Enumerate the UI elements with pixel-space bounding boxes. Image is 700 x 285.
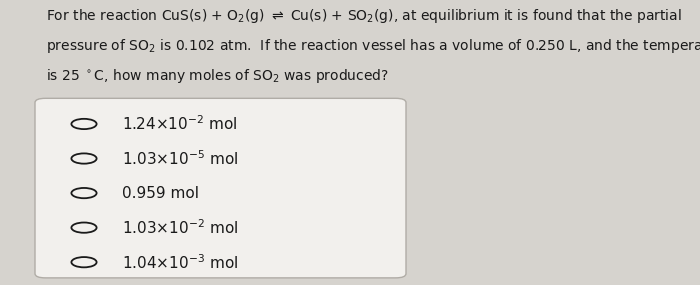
Text: 1.03×10$^{-5}$ mol: 1.03×10$^{-5}$ mol: [122, 149, 239, 168]
Text: 0.959 mol: 0.959 mol: [122, 186, 199, 201]
Text: 1.03×10$^{-2}$ mol: 1.03×10$^{-2}$ mol: [122, 218, 239, 237]
FancyBboxPatch shape: [35, 98, 406, 278]
Text: is 25 $^\circ$C, how many moles of SO$_2$ was produced?: is 25 $^\circ$C, how many moles of SO$_2…: [46, 67, 389, 85]
Text: 1.04×10$^{-3}$ mol: 1.04×10$^{-3}$ mol: [122, 253, 239, 272]
Text: 1.24×10$^{-2}$ mol: 1.24×10$^{-2}$ mol: [122, 115, 238, 133]
Text: For the reaction CuS(s) + O$_2$(g) $\rightleftharpoons$ Cu(s) + SO$_2$(g), at eq: For the reaction CuS(s) + O$_2$(g) $\rig…: [46, 7, 681, 25]
Text: pressure of SO$_2$ is 0.102 atm.  If the reaction vessel has a volume of 0.250 L: pressure of SO$_2$ is 0.102 atm. If the …: [46, 37, 700, 55]
